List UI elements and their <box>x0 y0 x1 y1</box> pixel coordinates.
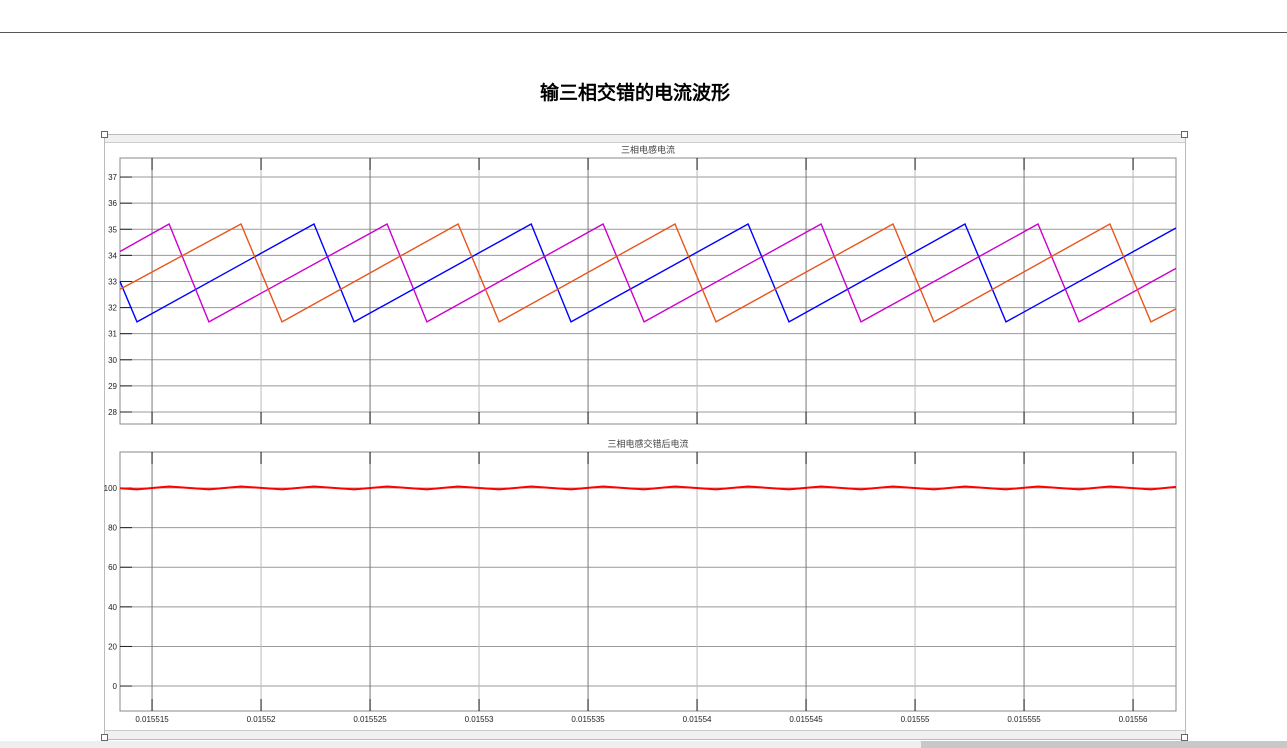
y-tick-label: 80 <box>108 524 117 533</box>
x-tick-label: 0.01556 <box>1119 715 1148 724</box>
y-tick-label: 33 <box>108 277 117 286</box>
y-tick-label: 35 <box>108 225 117 234</box>
y-tick-label: 31 <box>108 330 117 339</box>
document-title: 输三相交错的电流波形 <box>539 82 730 104</box>
y-tick-label: 37 <box>108 173 117 182</box>
series-line-2 <box>119 223 1177 323</box>
resize-handle-top-right[interactable] <box>1181 131 1188 138</box>
y-tick-label: 30 <box>108 356 117 365</box>
scrollbar-thumb[interactable] <box>921 741 1287 748</box>
resize-handle-bottom-left[interactable] <box>101 734 108 741</box>
y-tick-label: 60 <box>108 563 117 572</box>
plot-area <box>119 451 1177 712</box>
y-tick-label: 32 <box>108 304 117 313</box>
x-tick-label: 0.015555 <box>1007 715 1041 724</box>
x-tick-label: 0.01555 <box>901 715 930 724</box>
x-tick-label: 0.015535 <box>571 715 605 724</box>
y-tick-label: 36 <box>108 199 117 208</box>
x-tick-label: 0.01554 <box>683 715 712 724</box>
x-tick-label: 0.01552 <box>247 715 276 724</box>
resize-handle-bottom-right[interactable] <box>1181 734 1188 741</box>
y-tick-label: 34 <box>108 251 117 260</box>
x-tick-label: 0.015525 <box>353 715 387 724</box>
y-tick-label: 100 <box>104 484 118 493</box>
x-tick-label: 0.015515 <box>135 715 169 724</box>
page-divider <box>0 32 1287 33</box>
scope-status-bar <box>105 730 1185 739</box>
scope-toolbar[interactable] <box>105 135 1185 143</box>
inductor-current-plot: 三相电感电流 28 29 30 31 32 33 34 35 36 37 <box>108 144 1177 425</box>
horizontal-scrollbar[interactable] <box>0 741 1287 748</box>
x-tick-label: 0.015545 <box>789 715 823 724</box>
y-tick-label: 29 <box>108 382 117 391</box>
y-tick-label: 20 <box>108 642 117 651</box>
plot-area <box>119 157 1177 425</box>
interleaved-current-plot: 三相电感交错后电流 0 20 40 60 80 100 0.015515 0.01552 0.0… <box>104 438 1177 724</box>
x-tick-label: 0.01553 <box>465 715 494 724</box>
resize-handle-top-left[interactable] <box>101 131 108 138</box>
series-line-0 <box>119 485 1177 491</box>
y-tick-label: 0 <box>113 682 118 691</box>
series-line-1 <box>119 223 1177 323</box>
plot-title: 三相电感交错后电流 <box>607 438 688 450</box>
y-tick-label: 28 <box>108 408 117 417</box>
plot-title: 三相电感电流 <box>621 144 675 156</box>
y-tick-label: 40 <box>108 603 117 612</box>
